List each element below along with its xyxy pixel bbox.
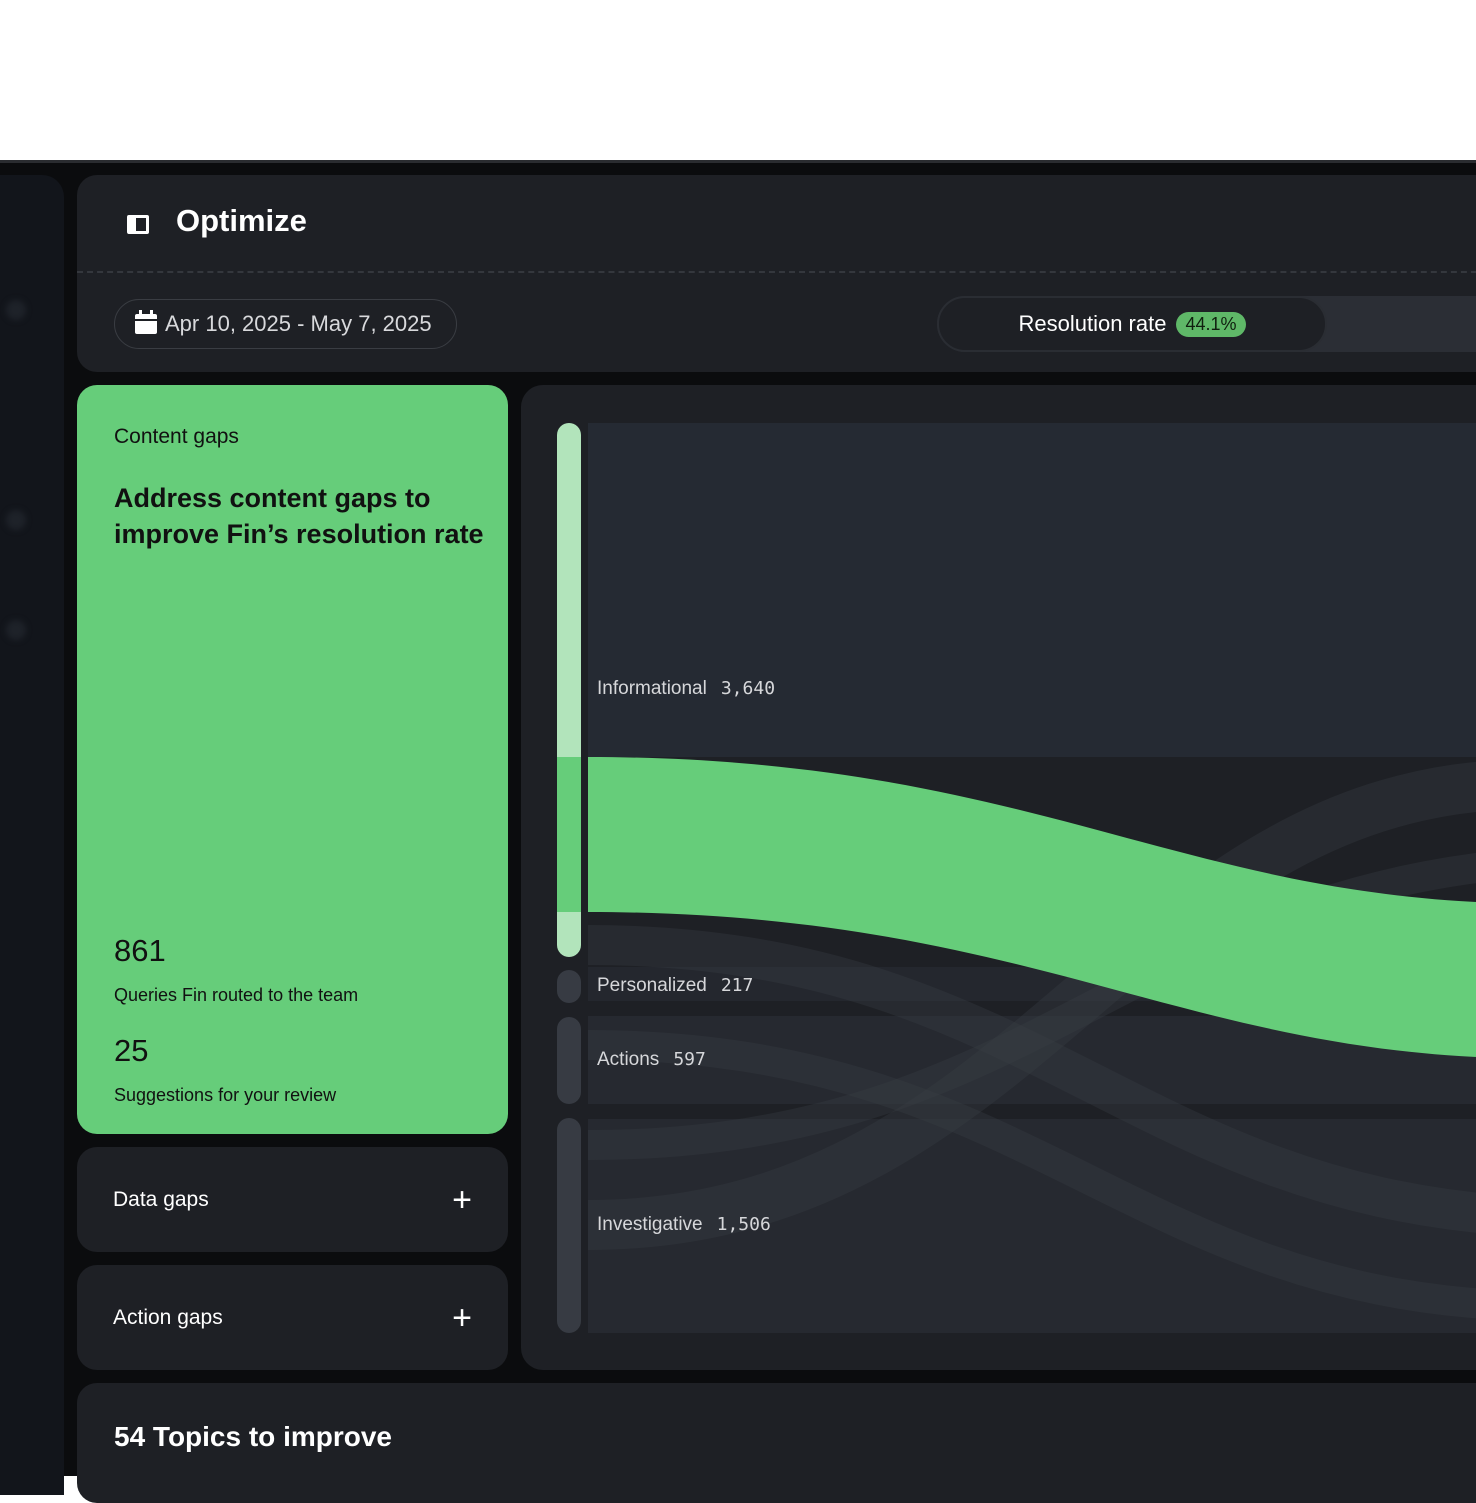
header: Optimize Apr 10, 2025 - May 7, 2025 Reso…: [77, 175, 1476, 372]
node-bar-personalized: [557, 970, 581, 1003]
app-window: Optimize Apr 10, 2025 - May 7, 2025 Reso…: [0, 160, 1476, 1503]
flow: [587, 1030, 1476, 1319]
node-value: 3,640: [720, 678, 776, 699]
plus-icon[interactable]: +: [452, 1180, 472, 1219]
node-label-actions: Actions 597: [597, 1049, 706, 1071]
accordion-label: Data gaps: [113, 1187, 209, 1211]
queries-label: Queries Fin routed to the team: [114, 985, 359, 1005]
node-value: 1,506: [716, 1214, 771, 1235]
topics-section: 54 Topics to improve: [77, 1383, 1476, 1503]
node-label-personalized: Personalized 217: [597, 975, 753, 997]
queries-count: 861: [114, 933, 166, 968]
date-range-text: Apr 10, 2025 - May 7, 2025: [165, 311, 432, 336]
node-label-informational: Informational 3,640: [597, 678, 775, 700]
card-title: Address content gaps to improve Fin’s re…: [114, 483, 484, 549]
nav-icon[interactable]: [6, 510, 26, 530]
resolution-rate-tab[interactable]: Resolution rate 44.1%: [937, 296, 1327, 352]
sidebar: [0, 175, 64, 1495]
node-band-informational: [588, 423, 1476, 757]
suggestions-count: 25: [114, 1033, 149, 1068]
action-gaps-accordion[interactable]: Action gaps +: [77, 1265, 508, 1370]
node-value: 597: [673, 1049, 706, 1070]
highlight-flow: [588, 757, 1476, 1057]
divider: [77, 271, 1476, 273]
flow: [587, 925, 1476, 1233]
node-band-investigative: [588, 1119, 1476, 1333]
node-bar-investigative: [557, 1118, 581, 1333]
node-bar-actions: [557, 1017, 581, 1104]
flow: [587, 761, 1476, 1250]
node-name: Actions: [597, 1049, 660, 1070]
topics-title: 54 Topics to improve: [114, 1421, 392, 1452]
sankey-diagram: Informational 3,640 Personalized 217 Actio…: [521, 385, 1476, 1370]
node-bar-highlight: [557, 757, 581, 912]
resolution-rate-label: Resolution rate: [1018, 311, 1167, 336]
data-gaps-accordion[interactable]: Data gaps +: [77, 1147, 508, 1252]
node-label-investigative: Investigative 1,506: [597, 1214, 771, 1236]
nav-icon[interactable]: [6, 300, 26, 320]
sidebar-toggle-icon[interactable]: [127, 215, 149, 234]
page-title: Optimize: [176, 203, 307, 238]
date-range-picker[interactable]: Apr 10, 2025 - May 7, 2025: [114, 299, 457, 349]
node-name: Investigative: [597, 1214, 703, 1235]
content-gaps-card[interactable]: Content gaps Address content gaps to imp…: [77, 385, 508, 1134]
node-name: Personalized: [597, 975, 707, 996]
node-name: Informational: [597, 678, 707, 699]
resolution-rate-badge: 44.1%: [1176, 311, 1246, 337]
plus-icon[interactable]: +: [452, 1298, 472, 1337]
calendar-icon: [135, 310, 157, 334]
card-label: Content gaps: [114, 425, 239, 448]
node-value: 217: [720, 975, 754, 996]
accordion-label: Action gaps: [113, 1305, 223, 1329]
nav-icon[interactable]: [6, 620, 26, 640]
suggestions-label: Suggestions for your review: [114, 1085, 337, 1105]
